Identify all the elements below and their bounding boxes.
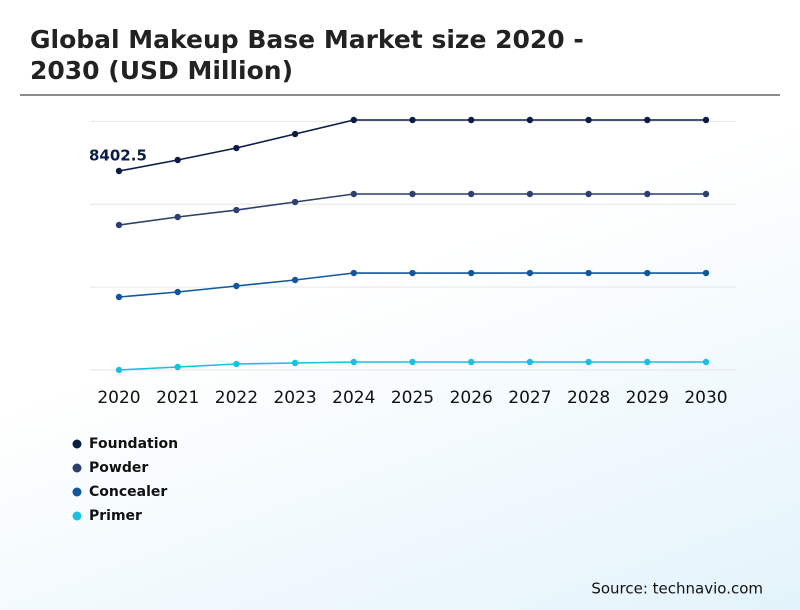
series-line: [118, 193, 706, 226]
data-point: [585, 269, 592, 277]
legend-marker: [72, 487, 82, 497]
data-point: [702, 190, 710, 198]
data-point: [233, 282, 240, 290]
data-point: [233, 144, 240, 152]
data-point: [291, 130, 299, 138]
x-tick-label: 2030: [684, 388, 727, 408]
data-point: [702, 269, 710, 277]
legend-marker: [72, 463, 82, 473]
x-tick-label: 2022: [215, 388, 258, 408]
data-point: [644, 269, 651, 277]
source: Source: technavio.com: [591, 580, 763, 598]
data-point: [350, 269, 357, 277]
legend-label: Powder: [89, 460, 148, 476]
series-line: [118, 119, 706, 172]
data-point: [174, 213, 181, 221]
data-point: [174, 363, 181, 371]
data-point: [409, 269, 416, 277]
data-point: [291, 359, 299, 367]
x-tick-label: 2025: [391, 388, 434, 408]
data-point: [468, 358, 475, 366]
data-point: [350, 190, 357, 198]
data-point: [585, 358, 592, 366]
legend-label: Foundation: [89, 436, 178, 452]
data-point: [115, 366, 123, 374]
x-tick-label: 2020: [97, 388, 140, 408]
data-point: [585, 116, 592, 124]
x-tick-label: 2027: [508, 388, 551, 408]
data-point: [468, 190, 475, 198]
chart-title: Global Makeup Base Market size 2020 -203…: [30, 25, 584, 85]
data-label: 8402.5: [89, 147, 147, 165]
data-point: [233, 206, 240, 214]
data-point: [115, 293, 123, 301]
data-point: [468, 116, 475, 124]
data-point: [702, 116, 710, 124]
x-tick-label: 2023: [273, 388, 316, 408]
data-point: [115, 167, 123, 175]
legend-label: Concealer: [89, 484, 167, 500]
data-point: [526, 358, 534, 366]
data-point: [644, 358, 651, 366]
x-tick-label: 2026: [450, 388, 493, 408]
data-point: [409, 116, 416, 124]
x-tick-label: 2024: [332, 388, 375, 408]
data-point: [291, 276, 299, 284]
data-point: [115, 221, 123, 229]
data-point: [350, 116, 357, 124]
series-line: [118, 272, 706, 298]
data-point: [350, 358, 357, 366]
data-point: [585, 190, 592, 198]
legend-marker: [72, 511, 82, 521]
data-point: [644, 116, 651, 124]
data-point: [526, 116, 534, 124]
x-tick-label: 2029: [626, 388, 669, 408]
data-point: [409, 358, 416, 366]
data-point: [526, 190, 534, 198]
data-point: [174, 288, 181, 296]
data-point: [526, 269, 534, 277]
legend-label: Primer: [89, 508, 142, 524]
data-point: [233, 360, 240, 368]
data-point: [468, 269, 475, 277]
x-tick-label: 2021: [156, 388, 199, 408]
data-point: [409, 190, 416, 198]
legend-marker: [72, 439, 82, 449]
data-point: [702, 358, 710, 366]
data-point: [644, 190, 651, 198]
data-point: [174, 156, 181, 164]
x-tick-label: 2028: [567, 388, 610, 408]
data-point: [291, 198, 299, 206]
